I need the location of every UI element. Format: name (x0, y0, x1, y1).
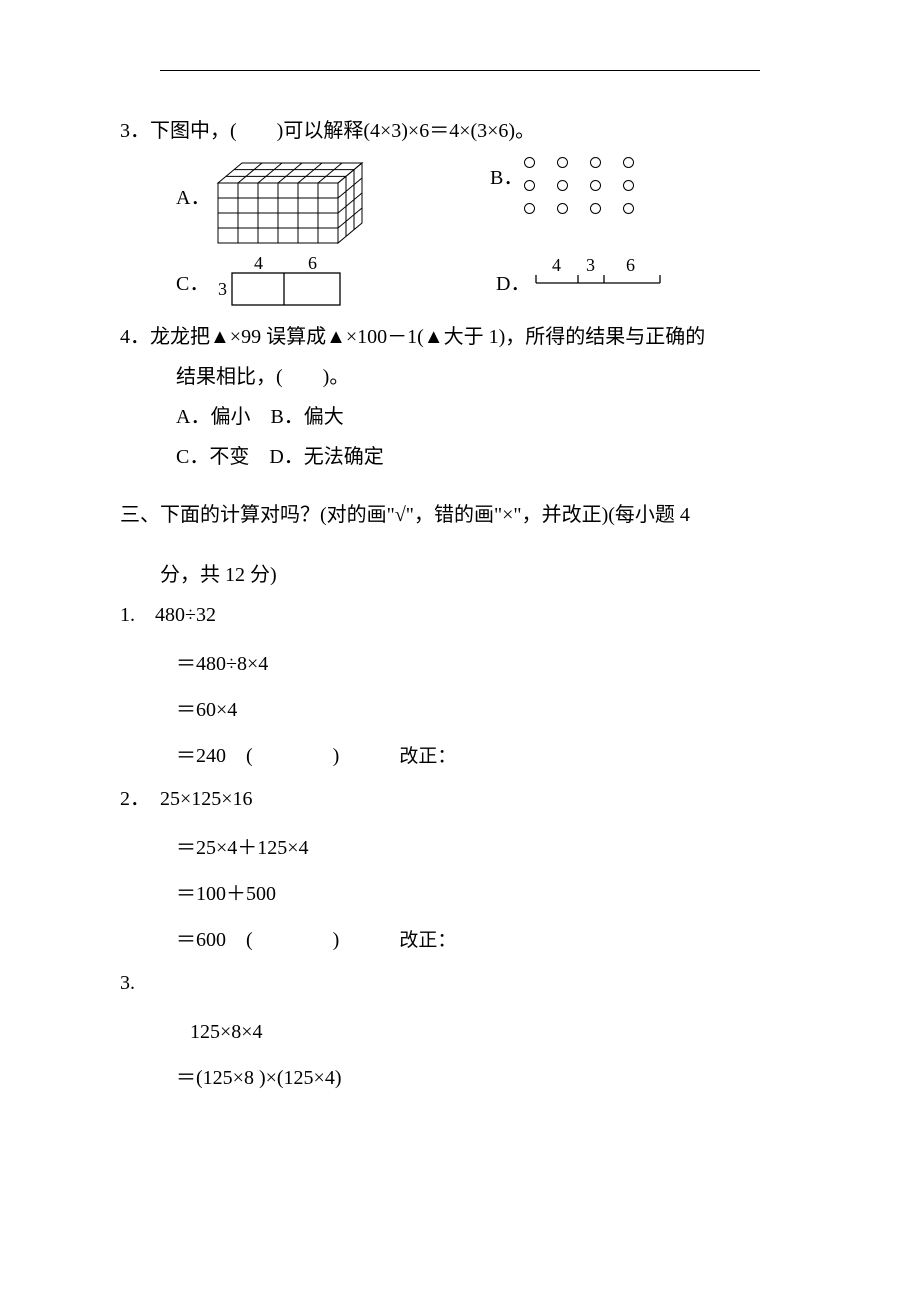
sec3-1-num: 1. (120, 604, 155, 626)
q3-number: 3． (120, 111, 150, 151)
dot-icon (524, 203, 535, 214)
sec3-1-correction: 改正： (399, 741, 456, 768)
dot-icon (590, 180, 601, 191)
q4-number: 4． (120, 317, 150, 357)
dot-row (524, 157, 634, 168)
sec3-2-l2: ＝100＋500 (176, 871, 800, 917)
sec3-3-body: 125×8×4 ＝(125×8 )×(125×4) (176, 1009, 800, 1101)
q3-opt-d-figure: 4 3 6 (530, 253, 666, 291)
dot-icon (590, 203, 601, 214)
optc-top-label-1: 4 (254, 253, 263, 273)
q3-row-ab: A． (176, 157, 800, 247)
sec3-2-expr: 25×125×16 (160, 788, 253, 810)
header-rule (160, 70, 760, 71)
sec3-2-correction: 改正： (399, 925, 456, 952)
dot-icon (623, 180, 634, 191)
dot-icon (623, 157, 634, 168)
sec3-1-l2: ＝60×4 (176, 687, 800, 733)
q4-stem-l1: 龙龙把▲×99 误算成▲×100－1(▲大于 1)，所得的结果与正确的 (150, 326, 705, 348)
sec3-3-l1: ＝(125×8 )×(125×4) (176, 1055, 800, 1101)
q4-line2: 结果相比，( )。 (120, 357, 800, 397)
optd-label-3: 6 (626, 255, 635, 275)
optc-left-label: 3 (218, 279, 227, 299)
sec3-2-head: 2． 25×125×16 (120, 779, 800, 819)
sec3-2-num: 2． (120, 788, 160, 810)
dot-icon (557, 157, 568, 168)
sec3-2-body: ＝25×4＋125×4 ＝100＋500 ＝600 ( ) 改正： (176, 825, 800, 963)
optc-top-label-2: 6 (308, 253, 317, 273)
q4-opts-l1: A．偏小 B．偏大 (120, 397, 800, 437)
sec3-title-l2: 分，共 12 分) (120, 555, 800, 595)
optd-label-2: 3 (586, 255, 595, 275)
dot-row (524, 203, 634, 214)
sec3-3-num: 3. (120, 963, 800, 1003)
optd-label-1: 4 (552, 255, 561, 275)
sec3-1-head: 1. 480÷32 (120, 595, 800, 635)
q3-row-cd: C． 3 4 6 D． (176, 253, 800, 307)
sec3-3-head: 125×8×4 (176, 1009, 800, 1055)
q3-opt-b-figure (524, 157, 634, 226)
q3-opt-c-figure: 3 4 6 (210, 253, 350, 307)
dot-icon (590, 157, 601, 168)
q3-opt-a-label: A． (176, 157, 210, 210)
sec3-2-last: ＝600 ( ) (176, 917, 339, 963)
dot-icon (524, 180, 535, 191)
q3-opt-c-label: C． (176, 253, 210, 296)
dot-icon (557, 203, 568, 214)
sec3-1-expr: 480÷32 (155, 604, 216, 626)
q4-line1: 4．龙龙把▲×99 误算成▲×100－1(▲大于 1)，所得的结果与正确的 (120, 317, 800, 357)
q3-opt-b-label: B． (490, 157, 524, 190)
dot-icon (623, 203, 634, 214)
q3-opt-a-figure (210, 157, 370, 247)
dot-icon (557, 180, 568, 191)
q3-opt-b: B． (490, 157, 634, 226)
dot-icon (524, 157, 535, 168)
q3-opt-d-label: D． (496, 253, 530, 296)
q3-stem-text: 下图中，( )可以解释(4×3)×6＝4×(3×6)。 (150, 120, 535, 142)
cuboid-icon (210, 157, 370, 247)
sec3-1-l1: ＝480÷8×4 (176, 641, 800, 687)
sec3-1-last: ＝240 ( ) (176, 733, 339, 779)
q3-stem: 3．下图中，( )可以解释(4×3)×6＝4×(3×6)。 (120, 111, 800, 151)
sec3-title-l1: 三、下面的计算对吗？(对的画"√"，错的画"×"，并改正)(每小题 4 (120, 495, 800, 535)
sec3-2-l1: ＝25×4＋125×4 (176, 825, 800, 871)
q3-opt-d: D． 4 3 6 (496, 253, 666, 296)
q4-opts-l2: C．不变 D．无法确定 (120, 437, 800, 477)
sec3-1-body: ＝480÷8×4 ＝60×4 ＝240 ( ) 改正： (176, 641, 800, 779)
dot-row (524, 180, 634, 191)
